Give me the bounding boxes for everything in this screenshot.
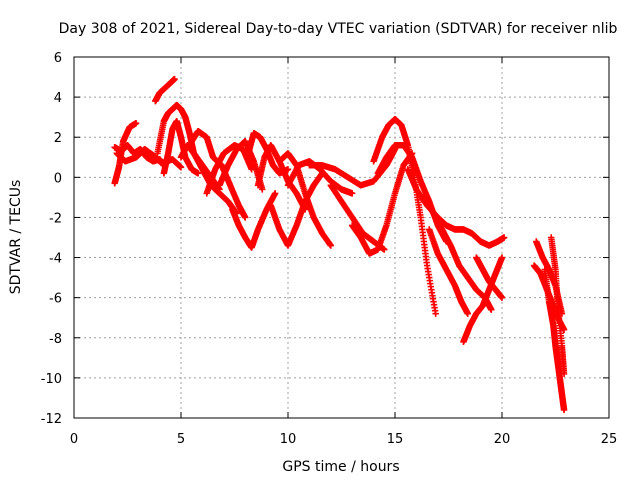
data-point bbox=[560, 370, 568, 378]
data-point bbox=[560, 406, 568, 414]
y-tick-label: -12 bbox=[41, 412, 62, 427]
y-tick-label: 0 bbox=[54, 171, 62, 186]
data-point bbox=[242, 214, 249, 221]
x-tick-label: 0 bbox=[70, 432, 78, 447]
series-track-15 bbox=[276, 150, 334, 249]
y-tick-label: -8 bbox=[49, 332, 62, 347]
data-point bbox=[177, 164, 185, 171]
data-point bbox=[132, 119, 140, 127]
series-track-3 bbox=[113, 146, 185, 171]
series-track-14 bbox=[267, 170, 326, 249]
series-track-30 bbox=[548, 234, 568, 378]
series-track-23 bbox=[421, 194, 495, 313]
data-point bbox=[194, 170, 202, 177]
x-tick-label: 20 bbox=[494, 432, 511, 447]
x-tick-label: 10 bbox=[280, 432, 297, 447]
series-track-9 bbox=[203, 142, 255, 197]
series-track-19 bbox=[349, 150, 416, 257]
series-track-4 bbox=[152, 75, 178, 105]
data-points bbox=[111, 75, 568, 414]
series-track-24 bbox=[426, 226, 471, 317]
plot-frame bbox=[73, 56, 610, 419]
x-tick-label: 25 bbox=[601, 432, 618, 447]
data-point bbox=[271, 190, 279, 197]
x-axis-label: GPS time / hours bbox=[282, 459, 399, 475]
data-point bbox=[349, 190, 356, 197]
chart-title: Day 308 of 2021, Sidereal Day-to-day VTE… bbox=[59, 21, 618, 37]
data-point bbox=[327, 242, 334, 249]
series-track-11 bbox=[229, 190, 279, 251]
x-tick-label: 5 bbox=[177, 432, 185, 447]
y-tick-label: -4 bbox=[49, 252, 62, 267]
y-tick-label: -6 bbox=[49, 292, 62, 307]
data-point bbox=[488, 306, 495, 313]
data-point bbox=[171, 75, 178, 83]
y-tick-label: -10 bbox=[41, 372, 62, 387]
data-point bbox=[498, 254, 506, 261]
x-tick-labels: 0 5 10 15 20 25 bbox=[70, 432, 617, 447]
y-tick-label: 6 bbox=[54, 51, 62, 66]
axis-ticks bbox=[73, 56, 610, 419]
data-point bbox=[498, 294, 506, 301]
y-tick-label: -2 bbox=[49, 211, 62, 226]
series-track-6 bbox=[160, 117, 202, 177]
y-tick-label: 4 bbox=[54, 91, 62, 106]
x-tick-label: 15 bbox=[387, 432, 404, 447]
y-tick-label: 2 bbox=[54, 131, 62, 146]
series-track-22 bbox=[404, 166, 508, 249]
data-point bbox=[560, 326, 568, 333]
series-track-17 bbox=[306, 146, 399, 189]
y-axis-label: SDTVAR / TECUs bbox=[8, 180, 24, 295]
y-tick-labels: -12 -10 -8 -6 -4 -2 0 2 4 6 bbox=[41, 51, 62, 427]
data-point bbox=[500, 234, 508, 241]
grid bbox=[74, 57, 609, 418]
data-point bbox=[259, 186, 266, 193]
data-point bbox=[381, 246, 388, 253]
data-point bbox=[464, 310, 471, 317]
data-point bbox=[432, 310, 439, 317]
series-track-26 bbox=[473, 254, 506, 301]
